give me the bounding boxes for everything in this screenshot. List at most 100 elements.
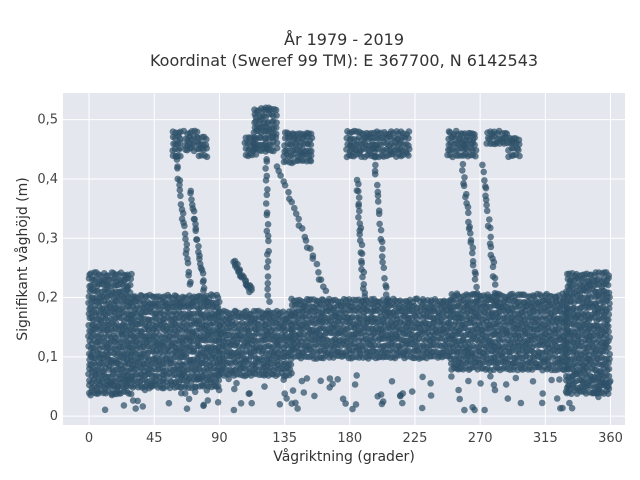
data-point	[566, 399, 573, 407]
data-point	[194, 375, 202, 383]
data-point	[604, 390, 612, 398]
data-point	[148, 383, 156, 390]
data-point	[388, 378, 396, 385]
data-point	[349, 405, 356, 413]
data-point	[132, 405, 139, 412]
data-point	[264, 273, 272, 280]
data-point	[264, 186, 271, 193]
data-point	[605, 289, 613, 297]
data-point	[264, 221, 272, 228]
data-point	[465, 377, 472, 385]
data-points	[85, 104, 614, 414]
data-point	[358, 250, 366, 257]
x-tick-label: 225	[403, 431, 428, 446]
data-point	[298, 377, 306, 385]
data-point	[307, 141, 315, 148]
chart-title-line-1: År 1979 - 2019	[284, 30, 404, 49]
data-point	[307, 130, 315, 138]
data-point	[273, 112, 280, 119]
data-point	[569, 372, 577, 380]
data-point	[473, 283, 480, 291]
data-point	[289, 387, 297, 394]
data-point	[264, 292, 272, 299]
x-tick-label: 180	[337, 431, 362, 446]
data-point	[465, 209, 472, 217]
data-point	[448, 373, 455, 380]
data-point	[215, 377, 223, 384]
data-point	[127, 390, 135, 398]
data-point	[199, 270, 207, 277]
data-point	[141, 386, 149, 394]
data-point	[548, 376, 555, 384]
data-point	[139, 403, 147, 410]
data-point	[605, 365, 613, 373]
data-point	[264, 232, 272, 240]
data-point	[280, 376, 288, 384]
data-point	[487, 224, 494, 232]
data-point	[516, 152, 523, 160]
data-point	[322, 287, 330, 295]
data-point	[339, 395, 347, 403]
data-point	[262, 200, 270, 207]
y-tick-label: 0	[50, 409, 58, 424]
x-tick-label: 315	[533, 431, 558, 446]
data-point	[298, 225, 306, 232]
data-point	[471, 406, 478, 414]
data-point	[377, 226, 385, 234]
data-point	[199, 278, 207, 286]
data-point	[188, 196, 195, 203]
data-point	[553, 395, 561, 402]
data-point	[177, 201, 185, 208]
data-point	[101, 406, 109, 414]
data-point	[467, 239, 475, 246]
data-point	[263, 191, 271, 199]
data-point	[248, 399, 255, 407]
data-point	[384, 297, 392, 305]
data-point	[317, 276, 325, 284]
data-point	[493, 292, 501, 300]
data-point	[472, 270, 479, 278]
data-point	[482, 196, 490, 204]
data-point	[183, 241, 191, 248]
data-point	[604, 281, 612, 289]
data-point	[481, 406, 488, 414]
data-point	[374, 181, 381, 189]
data-point	[123, 379, 131, 387]
data-point	[481, 177, 488, 184]
data-point	[355, 202, 362, 210]
data-point	[193, 128, 201, 136]
data-point	[277, 172, 284, 179]
data-point	[515, 146, 522, 154]
data-point	[493, 297, 500, 305]
data-point	[472, 152, 479, 160]
data-point	[405, 128, 413, 135]
data-point	[379, 258, 386, 266]
data-point	[193, 236, 200, 243]
data-point	[605, 344, 612, 352]
data-point	[556, 376, 563, 383]
data-point	[174, 165, 181, 172]
data-point	[397, 392, 404, 399]
data-point	[128, 270, 135, 278]
data-point	[273, 119, 280, 126]
data-point	[294, 405, 301, 412]
data-point	[371, 170, 379, 178]
data-point	[181, 222, 188, 230]
data-point	[456, 395, 464, 403]
data-point	[195, 243, 202, 250]
data-point	[176, 186, 184, 194]
data-point	[579, 379, 587, 386]
data-point	[459, 167, 466, 174]
data-point	[181, 390, 189, 397]
data-point	[178, 371, 186, 378]
data-point	[352, 401, 360, 408]
data-point	[369, 138, 376, 145]
data-point	[203, 153, 211, 161]
data-point	[606, 377, 614, 385]
data-point	[276, 401, 284, 408]
y-tick-label: 0,1	[37, 350, 58, 365]
data-point	[355, 214, 362, 221]
data-point	[264, 258, 272, 265]
data-point	[351, 381, 359, 388]
